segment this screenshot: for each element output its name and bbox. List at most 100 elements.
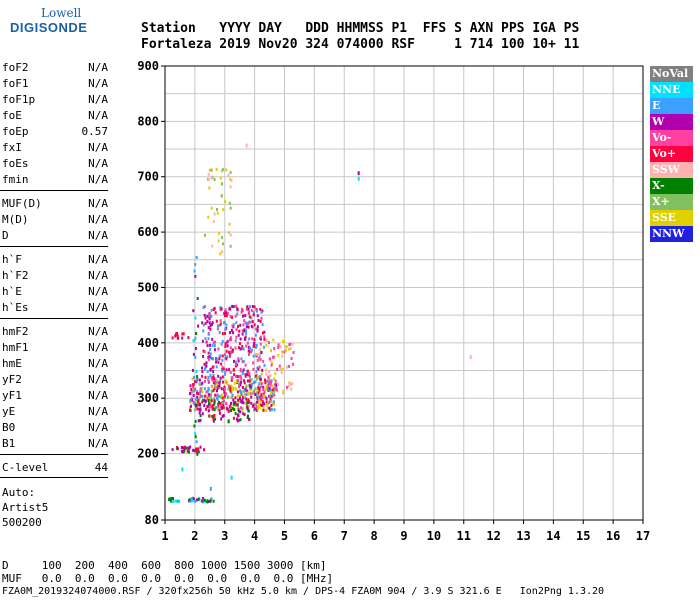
echo-point <box>231 315 233 319</box>
param-separator <box>0 190 108 191</box>
echo-point <box>176 332 179 335</box>
echo-point <box>268 406 271 410</box>
echo-point <box>287 347 290 351</box>
echo-point <box>222 208 225 212</box>
echo-point <box>241 360 244 364</box>
echo-point <box>260 350 263 354</box>
echo-point <box>225 368 228 372</box>
header-values: Fortaleza 2019 Nov20 324 074000 RSF 1 71… <box>141 37 580 52</box>
echo-point <box>183 449 186 453</box>
echo-point <box>213 414 216 417</box>
param-name: MUF(D) <box>2 197 42 210</box>
echo-point <box>211 378 214 382</box>
echo-point <box>231 406 234 410</box>
echo-point <box>197 399 200 403</box>
echo-point <box>187 446 190 450</box>
echo-point <box>259 403 262 407</box>
echo-point <box>210 390 213 394</box>
echo-point <box>230 391 233 395</box>
echo-point <box>218 401 220 404</box>
echo-point <box>208 397 211 401</box>
echo-point <box>227 173 230 177</box>
echo-point <box>247 398 250 402</box>
echo-point <box>259 375 262 378</box>
echo-point <box>234 374 237 378</box>
echo-point <box>194 263 197 267</box>
echo-point <box>252 313 255 317</box>
echo-point <box>272 338 275 342</box>
echo-point <box>209 348 212 351</box>
echo-point <box>172 497 175 500</box>
echo-point <box>268 341 270 345</box>
echo-point <box>283 350 286 354</box>
echo-point <box>262 386 265 389</box>
echo-point <box>198 378 201 382</box>
echo-point <box>231 350 234 354</box>
echo-point <box>252 310 255 314</box>
x-tick-label: 5 <box>281 529 288 543</box>
echo-point <box>192 400 195 404</box>
echo-point <box>240 357 243 361</box>
echo-point <box>237 398 239 402</box>
echo-point <box>246 401 249 405</box>
echo-point <box>259 357 262 361</box>
echo-point <box>211 415 214 418</box>
echo-point <box>210 376 213 380</box>
echo-point <box>182 332 185 336</box>
echo-point <box>239 395 242 399</box>
x-tick-label: 17 <box>636 529 650 543</box>
echo-point <box>194 397 197 401</box>
echo-point <box>206 344 209 348</box>
echo-point <box>208 414 211 418</box>
echo-point <box>257 395 260 399</box>
echo-point <box>228 222 231 226</box>
echo-point <box>206 314 209 318</box>
echo-point <box>238 346 240 350</box>
echo-point <box>269 359 272 363</box>
param-row: yF1 N/A <box>2 389 108 403</box>
param-value: N/A <box>88 341 108 354</box>
echo-point <box>261 368 264 372</box>
echo-point <box>288 384 290 388</box>
echo-point <box>196 297 199 300</box>
echo-point <box>195 370 198 373</box>
echo-point <box>246 379 249 383</box>
echo-point <box>215 360 217 364</box>
echo-point <box>215 168 218 171</box>
echo-point <box>241 372 244 375</box>
echo-point <box>226 344 229 348</box>
echo-point <box>207 399 210 402</box>
echo-point <box>273 383 276 387</box>
echo-point <box>202 500 204 504</box>
echo-point <box>258 398 261 402</box>
echo-point <box>211 404 214 408</box>
echo-point <box>194 336 197 340</box>
x-tick-label: 8 <box>371 529 378 543</box>
echo-point <box>214 417 217 421</box>
footer-d-line: D 100 200 400 600 800 1000 1500 3000 [km… <box>2 559 327 572</box>
param-value: N/A <box>88 93 108 106</box>
echo-point <box>228 307 231 311</box>
param-value: N/A <box>88 157 108 170</box>
echo-point <box>192 499 195 503</box>
echo-point <box>255 345 257 349</box>
echo-point <box>256 328 259 332</box>
echo-point <box>271 402 274 406</box>
echo-point <box>207 177 210 181</box>
echo-point <box>203 313 206 317</box>
echo-point <box>232 402 235 406</box>
echo-point <box>276 388 279 392</box>
echo-point <box>240 390 243 394</box>
param-value: N/A <box>88 109 108 122</box>
echo-point <box>248 353 250 356</box>
echo-point <box>245 325 248 329</box>
echo-point <box>209 352 212 356</box>
param-name: foF2 <box>2 61 29 74</box>
echo-point <box>216 394 219 397</box>
echo-point <box>263 335 266 339</box>
echo-point <box>269 394 272 398</box>
echo-point <box>213 344 216 348</box>
param-separator <box>0 477 108 478</box>
echo-point <box>222 242 224 246</box>
echo-point <box>265 343 268 347</box>
